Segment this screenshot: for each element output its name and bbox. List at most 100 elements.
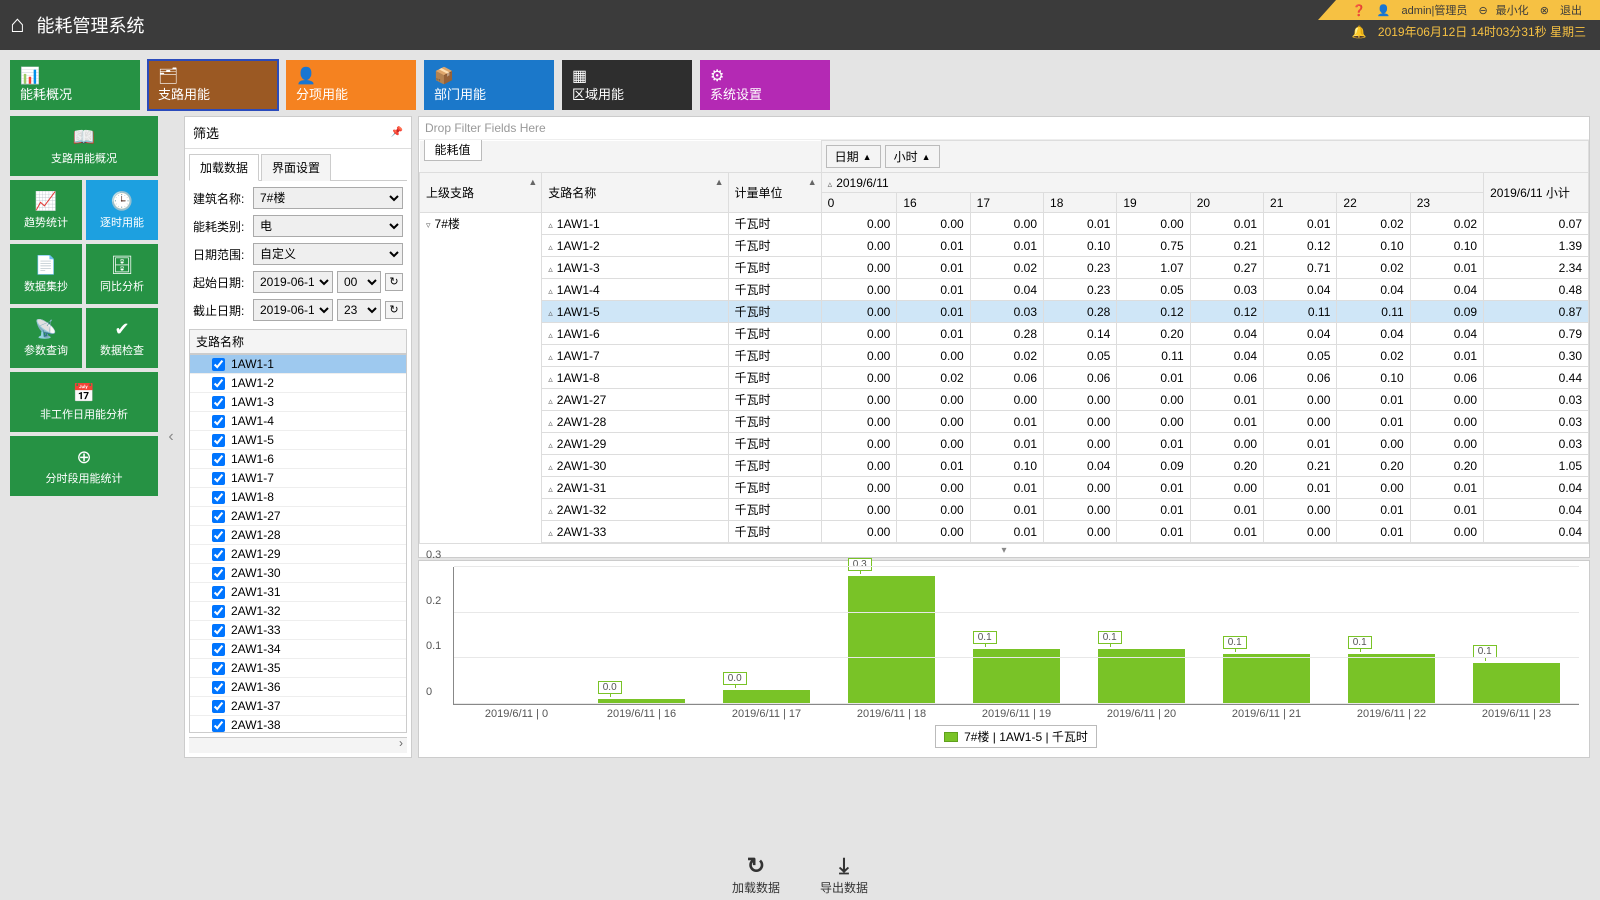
footer-load-button[interactable]: ↻ 加载数据 — [732, 853, 780, 896]
col-parent-header[interactable]: 上级支路 — [426, 186, 474, 200]
branch-cell[interactable]: ▵2AW1-31 — [542, 477, 728, 499]
help-icon[interactable]: ❓ — [1352, 5, 1366, 17]
branch-checkbox[interactable] — [212, 510, 225, 523]
branch-checkbox[interactable] — [212, 415, 225, 428]
branch-checkbox[interactable] — [212, 681, 225, 694]
branch-hscroll[interactable] — [189, 737, 407, 753]
branch-item[interactable]: 2AW1-38 — [190, 716, 406, 733]
bar[interactable]: 0.1 — [1223, 654, 1311, 704]
sidebar-tile-1-1[interactable]: 🕒 逐时用能 — [86, 180, 158, 240]
hour-header[interactable]: 18 — [1044, 193, 1117, 213]
nav-tile-2[interactable]: 👤 分项用能 — [286, 60, 416, 110]
start-reload-button[interactable]: ↻ — [385, 273, 403, 291]
legend-item[interactable]: 7#楼 | 1AW1-5 | 千瓦时 — [935, 725, 1097, 748]
user-text[interactable]: admin|管理员 — [1402, 5, 1468, 17]
col-unit-header[interactable]: 计量单位 — [735, 186, 783, 200]
branch-item[interactable]: 2AW1-29 — [190, 545, 406, 564]
table-row[interactable]: ▵1AW1-3千瓦时0.000.010.020.231.070.270.710.… — [420, 257, 1589, 279]
user-icon[interactable]: 👤 — [1377, 5, 1391, 17]
table-row[interactable]: ▵2AW1-30千瓦时0.000.010.100.040.090.200.210… — [420, 455, 1589, 477]
filter-tab-layout[interactable]: 界面设置 — [261, 154, 331, 181]
hour-header[interactable]: 21 — [1264, 193, 1337, 213]
end-date-select[interactable]: 2019-06-11 — [253, 299, 333, 321]
nav-tile-1[interactable]: 🗂 支路用能 — [148, 60, 278, 110]
branch-cell[interactable]: ▵1AW1-7 — [542, 345, 728, 367]
branch-item[interactable]: 2AW1-28 — [190, 526, 406, 545]
col-parent-header-cell[interactable]: 上级支路▲ — [420, 173, 542, 213]
table-row[interactable]: ▵2AW1-33千瓦时0.000.000.010.000.010.010.000… — [420, 521, 1589, 543]
end-reload-button[interactable]: ↻ — [385, 301, 403, 319]
sidebar-tile-5-0[interactable]: ⊕ 分时段用能统计 — [10, 436, 158, 496]
branch-cell[interactable]: ▵2AW1-33 — [542, 521, 728, 543]
branch-checkbox[interactable] — [212, 358, 225, 371]
branch-checkbox[interactable] — [212, 434, 225, 447]
hour-header[interactable]: 23 — [1410, 193, 1483, 213]
bar[interactable]: 0.1 — [1473, 663, 1561, 704]
bar[interactable]: 0.3 — [848, 576, 936, 704]
footer-export-button[interactable]: ⤓ 导出数据 — [820, 853, 868, 896]
branch-cell[interactable]: ▵2AW1-29 — [542, 433, 728, 455]
pivot-table-wrap[interactable]: 能耗值 日期 ▲ 小时 ▲ 上级支路▲支路名称▲计量单位▲▵2019/6/112… — [419, 140, 1589, 543]
type-select[interactable]: 电 — [253, 215, 403, 237]
branch-item[interactable]: 2AW1-27 — [190, 507, 406, 526]
hour-header[interactable]: 16 — [897, 193, 970, 213]
table-row[interactable]: ▵1AW1-7千瓦时0.000.000.020.050.110.040.050.… — [420, 345, 1589, 367]
exit-text[interactable]: 退出 — [1560, 5, 1582, 17]
nav-tile-5[interactable]: ⚙ 系统设置 — [700, 60, 830, 110]
branch-item[interactable]: 1AW1-4 — [190, 412, 406, 431]
branch-checkbox[interactable] — [212, 586, 225, 599]
home-icon[interactable]: ⌂ — [10, 11, 25, 39]
branch-item[interactable]: 2AW1-35 — [190, 659, 406, 678]
branch-item[interactable]: 2AW1-37 — [190, 697, 406, 716]
branch-item[interactable]: 2AW1-30 — [190, 564, 406, 583]
table-row[interactable]: ▵2AW1-29千瓦时0.000.000.010.000.010.000.010… — [420, 433, 1589, 455]
date-range-select[interactable]: 自定义 — [253, 243, 403, 265]
start-date-select[interactable]: 2019-06-11 — [253, 271, 333, 293]
branch-item[interactable]: 1AW1-7 — [190, 469, 406, 488]
table-row[interactable]: ▵1AW1-4千瓦时0.000.010.040.230.050.030.040.… — [420, 279, 1589, 301]
hour-header[interactable]: 22 — [1337, 193, 1410, 213]
branch-item[interactable]: 1AW1-2 — [190, 374, 406, 393]
branch-item[interactable]: 2AW1-33 — [190, 621, 406, 640]
sidebar-tile-0-0[interactable]: 📖 支路用能概况 — [10, 116, 158, 176]
bell-icon[interactable]: 🔔 — [1352, 25, 1367, 39]
branch-cell[interactable]: ▵2AW1-28 — [542, 411, 728, 433]
drop-filter-hint[interactable]: Drop Filter Fields Here — [419, 117, 1589, 140]
minimize-icon[interactable]: ⊖ — [1478, 5, 1487, 17]
branch-checkbox[interactable] — [212, 662, 225, 675]
building-select[interactable]: 7#楼 — [253, 187, 403, 209]
branch-checkbox[interactable] — [212, 567, 225, 580]
table-row[interactable]: ▵2AW1-32千瓦时0.000.000.010.000.010.010.000… — [420, 499, 1589, 521]
nav-tile-4[interactable]: ▦ 区域用能 — [562, 60, 692, 110]
sidebar-tile-4-0[interactable]: 📅 非工作日用能分析 — [10, 372, 158, 432]
table-row[interactable]: ▵2AW1-31千瓦时0.000.000.010.000.010.000.010… — [420, 477, 1589, 499]
branch-item[interactable]: 2AW1-36 — [190, 678, 406, 697]
branch-cell[interactable]: ▵1AW1-5 — [542, 301, 728, 323]
col-branch-header[interactable]: 支路名称 — [548, 186, 596, 200]
branch-item[interactable]: 1AW1-5 — [190, 431, 406, 450]
branch-item[interactable]: 2AW1-32 — [190, 602, 406, 621]
branch-checkbox[interactable] — [212, 643, 225, 656]
branch-checkbox[interactable] — [212, 548, 225, 561]
sidebar-collapse-button[interactable]: ‹ — [164, 116, 178, 758]
branch-item[interactable]: 1AW1-6 — [190, 450, 406, 469]
table-row[interactable]: ▿7#楼▵1AW1-1千瓦时0.000.000.000.010.000.010.… — [420, 213, 1589, 235]
branch-checkbox[interactable] — [212, 377, 225, 390]
dim-hour-button[interactable]: 小时 ▲ — [885, 145, 940, 168]
start-hour-select[interactable]: 00 — [337, 271, 381, 293]
col-branch-header-cell[interactable]: 支路名称▲ — [542, 173, 728, 213]
sidebar-tile-1-0[interactable]: 📈 趋势统计 — [10, 180, 82, 240]
branch-checkbox[interactable] — [212, 472, 225, 485]
col-unit-header-cell[interactable]: 计量单位▲ — [728, 173, 821, 213]
branch-item[interactable]: 2AW1-31 — [190, 583, 406, 602]
branch-cell[interactable]: ▵2AW1-30 — [542, 455, 728, 477]
branch-cell[interactable]: ▵1AW1-2 — [542, 235, 728, 257]
branch-cell[interactable]: ▵1AW1-1 — [542, 213, 728, 235]
sidebar-tile-2-1[interactable]: 🗄 同比分析 — [86, 244, 158, 304]
exit-icon[interactable]: ⊗ — [1540, 5, 1549, 17]
branch-checkbox[interactable] — [212, 453, 225, 466]
pin-icon[interactable]: 📌 — [391, 127, 403, 138]
branch-checkbox[interactable] — [212, 529, 225, 542]
hour-header[interactable]: 17 — [970, 193, 1043, 213]
branch-item[interactable]: 1AW1-3 — [190, 393, 406, 412]
